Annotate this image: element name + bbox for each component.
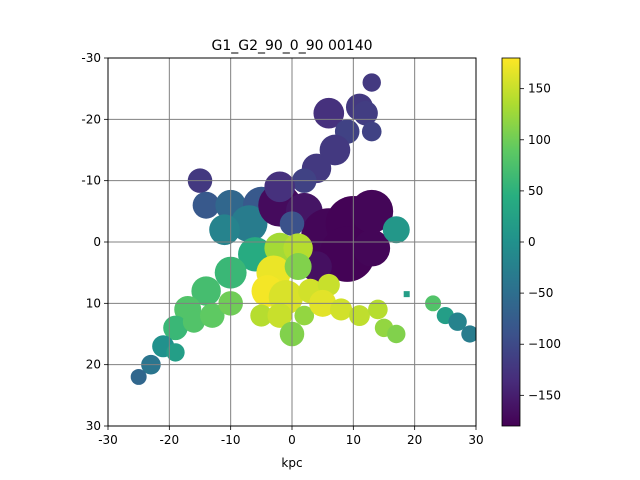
heatmap-blob xyxy=(267,303,292,328)
heatmap-blob xyxy=(368,299,388,320)
x-tick-label: 10 xyxy=(346,433,361,447)
x-tick-label: -30 xyxy=(98,433,118,447)
x-axis-label: kpc xyxy=(281,456,302,470)
heatmap-blob xyxy=(350,189,394,233)
heatmap-blob xyxy=(166,343,185,362)
heatmap-blob xyxy=(200,303,225,328)
heatmap-blob xyxy=(192,191,220,219)
heatmap-blobs xyxy=(130,73,476,385)
heatmap-blob xyxy=(353,229,391,267)
heatmap-blob xyxy=(250,304,273,327)
y-axis-ticks: -30 -20 -10 0 10 20 30 xyxy=(81,51,108,433)
x-axis-ticks: -30 -20 -10 0 10 20 30 xyxy=(98,426,484,447)
colorbar-tick-label: −50 xyxy=(528,286,553,300)
colorbar xyxy=(501,57,521,427)
y-tick-label: -20 xyxy=(81,112,101,126)
x-tick-label: 20 xyxy=(407,433,422,447)
colorbar-ticks: 150 100 50 0 −50 −100 −150 xyxy=(520,82,561,402)
x-tick-label: -10 xyxy=(221,433,241,447)
heatmap-blob xyxy=(319,134,351,166)
chart-title: G1_G2_90_0_90 00140 xyxy=(211,38,372,54)
heatmap-blob xyxy=(294,305,315,326)
heatmap-blob xyxy=(382,216,410,244)
colorbar-tick-label: −100 xyxy=(528,337,561,351)
heatmap-blob xyxy=(182,310,205,333)
heatmap-blob xyxy=(230,205,268,243)
heatmap-pixel xyxy=(403,291,410,298)
heatmap-blob xyxy=(264,171,296,203)
heatmap-blob xyxy=(313,97,345,129)
colorbar-tick-label: −150 xyxy=(528,388,561,402)
heatmap-blob xyxy=(209,214,240,246)
heatmap-blob xyxy=(191,276,221,306)
y-tick-label: 30 xyxy=(86,419,101,433)
heatmap-blob xyxy=(130,368,147,385)
heatmap-blob xyxy=(353,100,378,126)
y-tick-label: 0 xyxy=(93,235,101,249)
heatmap-blob xyxy=(362,73,381,92)
heatmap-blob xyxy=(284,253,312,281)
heatmap-blob xyxy=(361,121,382,142)
colorbar-tick-label: 0 xyxy=(528,235,536,249)
colorbar-tick-label: 150 xyxy=(528,82,551,96)
heatmap-blob xyxy=(349,305,370,327)
heatmap-blob xyxy=(461,325,476,343)
y-tick-label: -10 xyxy=(81,174,101,188)
colorbar-tick-label: 100 xyxy=(528,133,551,147)
y-tick-label: -30 xyxy=(81,51,101,65)
x-tick-label: -20 xyxy=(160,433,180,447)
colorbar-tick-label: 50 xyxy=(528,184,543,198)
heatmap-blob xyxy=(387,324,406,344)
y-tick-label: 10 xyxy=(86,296,101,310)
heatmap-blob xyxy=(448,312,467,331)
x-tick-label: 0 xyxy=(288,433,296,447)
y-tick-label: 20 xyxy=(86,358,101,372)
x-tick-label: 30 xyxy=(468,433,483,447)
heatmap-blob xyxy=(330,298,353,321)
